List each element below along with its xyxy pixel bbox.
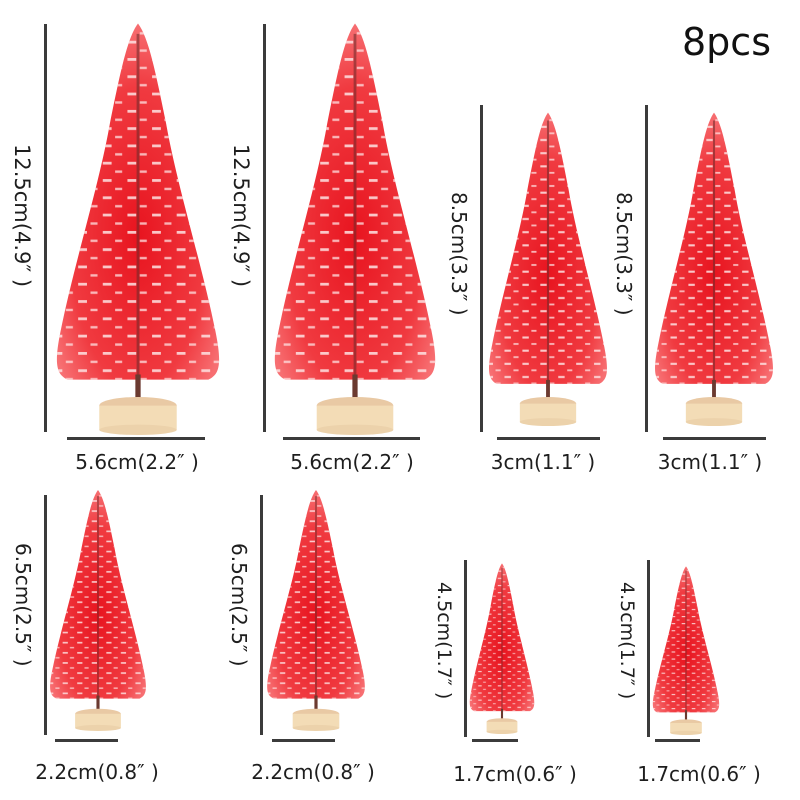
width-dimension-line bbox=[497, 437, 600, 440]
christmas-tree-image bbox=[650, 110, 778, 426]
height-label: 6.5cm(2.5″ ) bbox=[227, 543, 251, 667]
width-dimension-line bbox=[55, 739, 118, 742]
height-label: 4.5cm(1.7″ ) bbox=[433, 582, 455, 700]
width-label: 2.2cm(0.8″ ) bbox=[35, 760, 159, 784]
width-dimension-line bbox=[272, 739, 335, 742]
width-label: 2.2cm(0.8″ ) bbox=[251, 760, 375, 784]
height-label: 12.5cm(4.9″ ) bbox=[10, 144, 34, 288]
width-label: 5.6cm(2.2″ ) bbox=[75, 450, 199, 474]
width-label: 5.6cm(2.2″ ) bbox=[290, 450, 414, 474]
height-label: 8.5cm(3.3″ ) bbox=[447, 192, 471, 316]
width-label: 1.7cm(0.6″ ) bbox=[637, 762, 761, 786]
height-dimension-line bbox=[645, 105, 648, 432]
christmas-tree-image bbox=[467, 562, 537, 734]
height-dimension-line bbox=[464, 560, 467, 737]
height-label: 8.5cm(3.3″ ) bbox=[612, 192, 636, 316]
height-dimension-line bbox=[260, 495, 263, 735]
height-label: 12.5cm(4.9″ ) bbox=[229, 144, 253, 288]
height-label: 4.5cm(1.7″ ) bbox=[616, 582, 638, 700]
christmas-tree-image bbox=[650, 565, 722, 735]
width-dimension-line bbox=[67, 437, 205, 440]
height-label: 6.5cm(2.5″ ) bbox=[11, 543, 35, 667]
christmas-tree-image bbox=[268, 20, 442, 435]
height-dimension-line bbox=[480, 105, 483, 432]
christmas-tree-image bbox=[484, 110, 612, 426]
height-dimension-line bbox=[647, 560, 650, 737]
width-dimension-line bbox=[472, 739, 518, 742]
width-label: 3cm(1.1″ ) bbox=[657, 450, 763, 474]
christmas-tree-image bbox=[50, 20, 226, 435]
width-dimension-line bbox=[283, 437, 420, 440]
width-dimension-line bbox=[663, 437, 766, 440]
christmas-tree-image bbox=[263, 488, 369, 731]
christmas-tree-image bbox=[46, 488, 150, 731]
width-dimension-line bbox=[655, 739, 700, 742]
height-dimension-line bbox=[263, 24, 266, 432]
height-dimension-line bbox=[44, 24, 47, 432]
width-label: 1.7cm(0.6″ ) bbox=[453, 762, 577, 786]
piece-count-label: 8pcs bbox=[682, 20, 771, 64]
width-label: 3cm(1.1″ ) bbox=[490, 450, 596, 474]
height-dimension-line bbox=[44, 495, 47, 735]
